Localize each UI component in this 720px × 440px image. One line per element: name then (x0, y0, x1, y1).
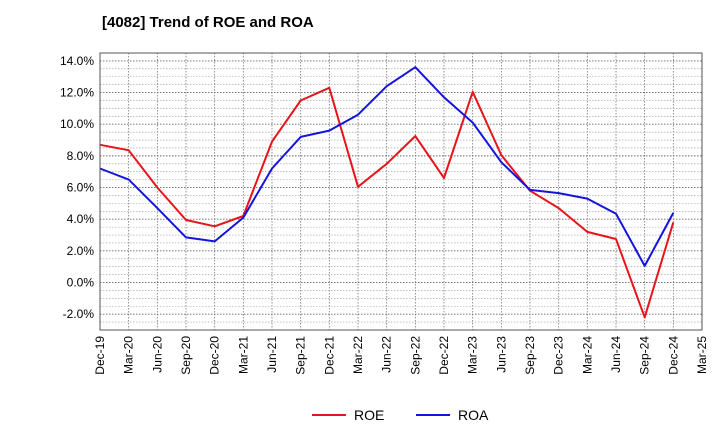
x-tick-label: Mar-23 (466, 336, 480, 374)
x-tick-label: Sep-21 (294, 336, 308, 375)
x-tick-label: Dec-19 (93, 336, 107, 375)
plot-border (99, 52, 703, 331)
x-tick-label: Mar-22 (351, 336, 365, 374)
x-tick-label: Mar-24 (580, 336, 594, 374)
y-tick-label: 10.0% (60, 117, 94, 131)
y-tick-label: 2.0% (67, 244, 95, 258)
y-tick-label: 12.0% (60, 86, 94, 100)
x-tick-label: Jun-21 (265, 336, 279, 373)
x-tick-label: Mar-25 (695, 336, 709, 374)
y-tick-label: 6.0% (67, 181, 95, 195)
y-tick-label: 14.0% (60, 54, 94, 68)
x-tick-label: Jun-20 (150, 336, 164, 373)
series-line-roa (99, 66, 675, 267)
chart-title: [4082] Trend of ROE and ROA (102, 14, 314, 31)
legend-label-roe: ROE (354, 407, 385, 423)
x-tick-label: Sep-24 (638, 336, 652, 375)
x-tick-label: Mar-21 (236, 336, 250, 374)
x-tick-label: Jun-23 (494, 336, 508, 373)
x-tick-label: Jun-24 (609, 336, 623, 373)
y-tick-label: -2.0% (63, 307, 95, 321)
x-tick-label: Dec-20 (208, 336, 222, 375)
x-tick-label: Jun-22 (380, 336, 394, 373)
legend-label-roa: ROA (458, 407, 489, 423)
x-tick-label: Dec-21 (322, 336, 336, 375)
legend-item-roe: ROE (312, 404, 384, 426)
chart-legend: ROE ROA (0, 404, 720, 426)
x-tick-label: Dec-22 (437, 336, 451, 375)
y-tick-label: 0.0% (67, 276, 95, 290)
legend-item-roa: ROA (416, 404, 488, 426)
y-tick-label: 4.0% (67, 212, 95, 226)
x-tick-label: Dec-24 (666, 336, 680, 375)
x-tick-label: Sep-23 (523, 336, 537, 375)
y-tick-label: 8.0% (67, 149, 95, 163)
legend-swatch-roa (416, 414, 450, 416)
series-line-roe (99, 86, 675, 319)
x-tick-label: Dec-23 (552, 336, 566, 375)
legend-swatch-roe (312, 414, 346, 416)
x-tick-label: Sep-20 (179, 336, 193, 375)
x-tick-label: Sep-22 (408, 336, 422, 375)
plot-area (100, 53, 702, 330)
x-tick-label: Mar-20 (122, 336, 136, 374)
